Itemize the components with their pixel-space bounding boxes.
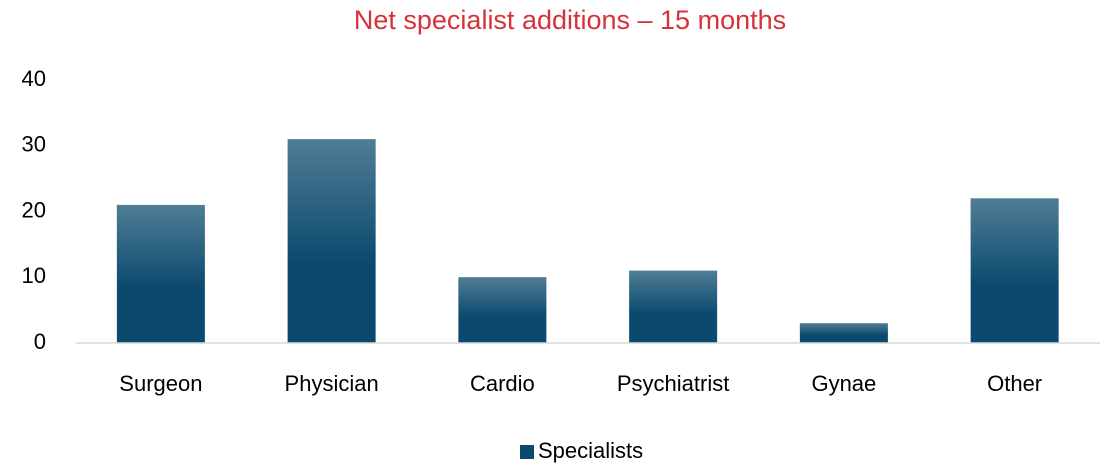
x-tick-label: Surgeon — [119, 371, 202, 396]
bar-shine — [970, 198, 1059, 343]
bar-shine — [458, 277, 547, 343]
y-tick-label: 0 — [34, 329, 46, 354]
x-tick-label: Physician — [285, 371, 379, 396]
chart-title: Net specialist additions – 15 months — [354, 5, 786, 35]
y-tick-label: 20 — [22, 197, 46, 222]
x-tick-label: Psychiatrist — [617, 371, 729, 396]
legend-label: Specialists — [538, 438, 643, 463]
legend-swatch — [520, 445, 534, 459]
x-tick-label: Cardio — [470, 371, 535, 396]
y-tick-label: 10 — [22, 263, 46, 288]
y-tick-label: 30 — [22, 132, 46, 157]
bar-shine — [629, 270, 718, 343]
y-tick-label: 40 — [22, 66, 46, 91]
bar-shine — [287, 139, 376, 343]
x-tick-label: Gynae — [811, 371, 876, 396]
x-tick-label: Other — [987, 371, 1042, 396]
bar-shine — [799, 323, 888, 343]
bar-shine — [116, 204, 205, 343]
